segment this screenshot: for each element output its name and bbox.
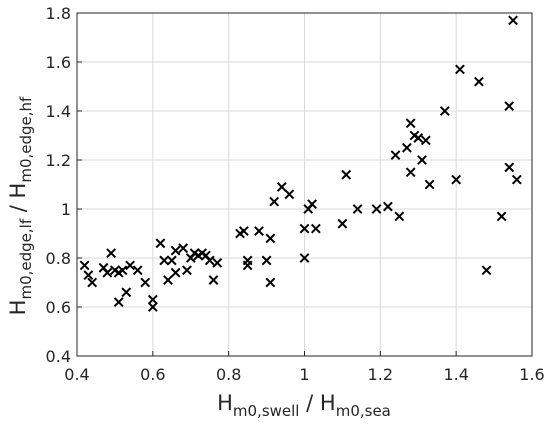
y-tick-label: 1.2 [46, 151, 71, 170]
data-point-x-marker [284, 189, 295, 200]
data-point-x-marker [265, 233, 276, 244]
data-point-x-marker [254, 226, 264, 236]
data-point-x-marker [390, 150, 401, 161]
x-tick-label: 1.2 [368, 365, 393, 384]
data-point-x-marker [170, 267, 181, 278]
x-tick-label: 1.4 [443, 365, 468, 384]
x-tick-label: 0.4 [64, 365, 89, 384]
data-point-x-marker [147, 302, 158, 312]
y-axis-label: Hm0,edge,lf / Hm0,edge,hf [6, 96, 35, 315]
data-point-x-marker [125, 260, 135, 271]
data-point-x-marker [83, 270, 94, 281]
grid-lines [76, 12, 533, 357]
data-point-x-marker [424, 179, 435, 190]
data-point-x-marker [276, 182, 287, 192]
data-point-x-marker [455, 64, 465, 75]
data-point-x-marker [310, 223, 321, 234]
data-point-x-marker [299, 223, 310, 234]
data-point-x-marker [481, 265, 492, 276]
data-point-x-marker [238, 226, 249, 236]
y-tick-label: 1.4 [46, 102, 71, 121]
data-point-x-marker [511, 174, 522, 185]
data-point-x-marker [166, 255, 177, 266]
data-point-x-marker [140, 277, 151, 288]
y-tick-label: 1.6 [46, 53, 71, 72]
x-tick-label: 0.6 [140, 365, 165, 384]
data-point-x-marker [208, 275, 219, 285]
data-point-x-marker [265, 277, 276, 288]
data-point-x-marker [352, 204, 363, 214]
x-tick-label: 0.8 [216, 365, 241, 384]
x-tick-label: 1 [299, 365, 309, 384]
data-point-x-marker [242, 260, 253, 271]
data-point-x-marker [269, 196, 280, 207]
data-point-x-marker [341, 169, 352, 180]
data-point-x-marker [307, 199, 317, 210]
data-points [79, 15, 522, 312]
data-point-x-marker [299, 253, 310, 263]
y-tick-label: 1.8 [46, 4, 71, 23]
data-point-x-marker [261, 255, 272, 266]
data-point-x-marker [405, 118, 416, 129]
data-point-x-marker [121, 287, 132, 298]
data-point-x-marker [417, 155, 427, 165]
data-point-x-marker [113, 297, 124, 308]
data-point-x-marker [394, 211, 405, 222]
data-point-x-marker [496, 211, 507, 222]
data-point-x-marker [155, 238, 166, 249]
data-point-x-marker [102, 267, 113, 278]
data-point-x-marker [401, 142, 412, 153]
data-point-x-marker [117, 265, 128, 276]
data-point-x-marker [337, 218, 348, 229]
data-point-x-marker [439, 106, 450, 116]
y-tick-label: 1 [61, 200, 71, 219]
data-point-x-marker [508, 15, 518, 26]
data-point-x-marker [474, 76, 484, 87]
data-point-x-marker [163, 275, 173, 285]
x-axis-label: Hm0,swell / Hm0,sea [217, 391, 391, 420]
y-tick-label: 0.6 [46, 298, 71, 317]
data-point-x-marker [147, 294, 158, 305]
data-point-x-marker [170, 245, 181, 256]
data-point-x-marker [204, 255, 215, 266]
data-point-x-marker [159, 255, 170, 266]
data-point-x-marker [371, 204, 382, 214]
data-point-x-marker [504, 101, 515, 112]
data-point-x-marker [420, 135, 431, 146]
data-point-x-marker [413, 133, 424, 143]
data-point-x-marker [383, 201, 393, 212]
data-point-x-marker [504, 162, 515, 173]
data-point-x-marker [106, 248, 117, 259]
data-point-x-marker [212, 257, 223, 268]
data-point-x-marker [132, 265, 143, 276]
axis-ticks: 0.4 0.6 0.8 1 1.2 1.4 1.6 0.4 0.6 0.8 1 1.2 1.4 1.6 1.… [46, 4, 545, 384]
y-tick-label: 0.4 [46, 347, 71, 366]
data-point-x-marker [178, 243, 189, 254]
x-tick-label: 1.6 [519, 365, 544, 384]
data-point-x-marker [87, 277, 98, 288]
data-point-x-marker [405, 167, 416, 178]
data-point-x-marker [182, 265, 192, 276]
data-point-x-marker [79, 260, 90, 271]
data-point-x-marker [451, 174, 462, 185]
y-tick-label: 0.8 [46, 249, 71, 268]
